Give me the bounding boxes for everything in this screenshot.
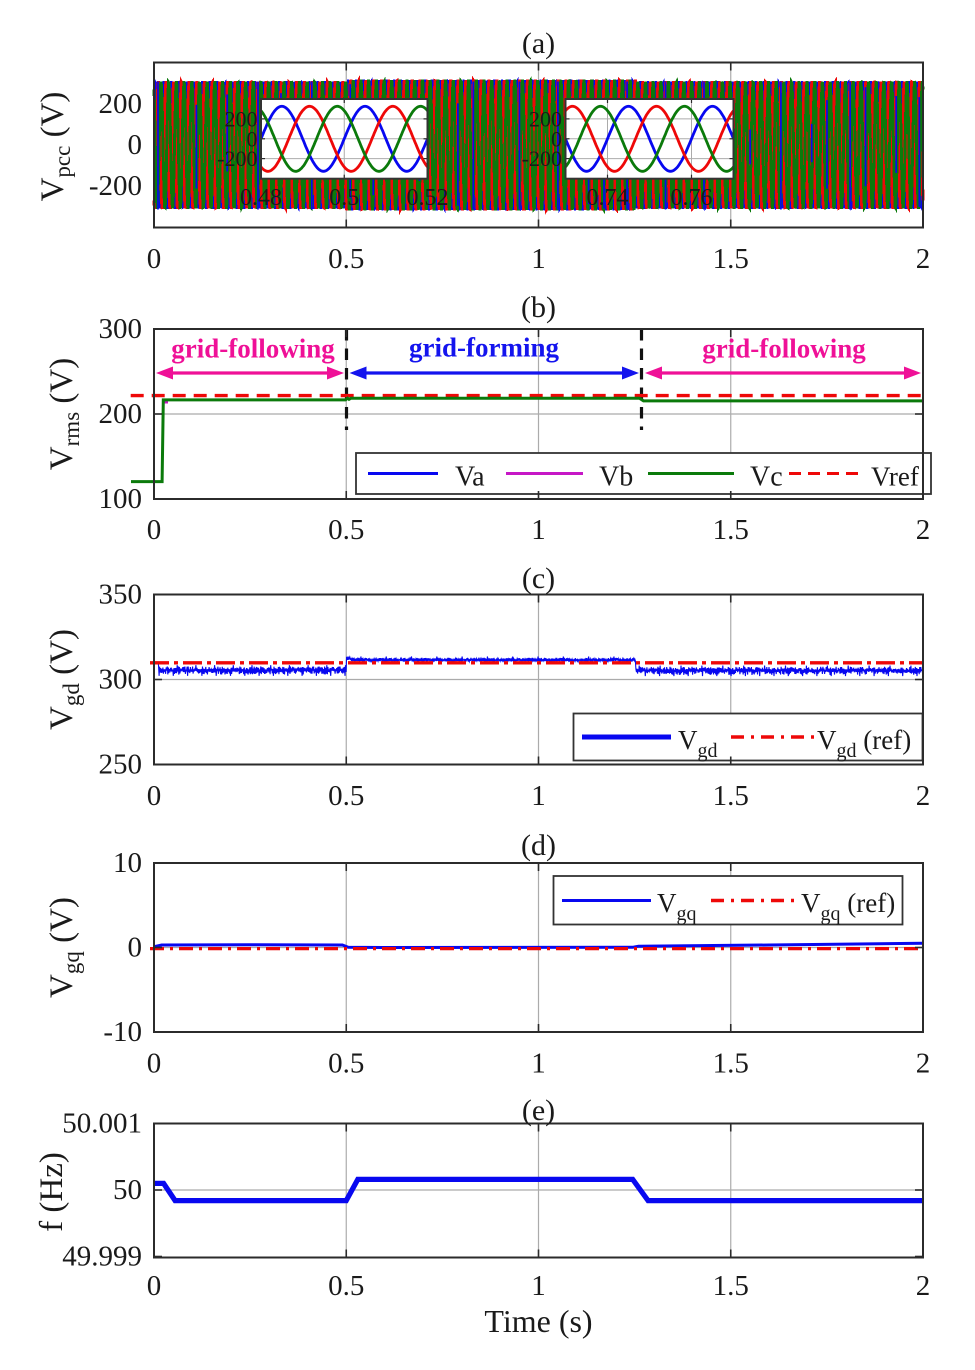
svg-text:-10: -10	[103, 1016, 142, 1048]
svg-text:(e): (e)	[522, 1094, 555, 1127]
svg-text:grid-forming: grid-forming	[409, 333, 559, 363]
svg-text:1.5: 1.5	[713, 1270, 749, 1302]
svg-text:100: 100	[99, 483, 143, 515]
svg-text:1: 1	[531, 780, 546, 812]
svg-text:(a): (a)	[522, 27, 555, 60]
svg-text:1.5: 1.5	[713, 243, 749, 275]
svg-text:350: 350	[99, 579, 143, 611]
svg-text:0.76: 0.76	[671, 185, 713, 211]
svg-text:Vc: Vc	[750, 462, 783, 493]
svg-text:2: 2	[916, 243, 931, 275]
svg-text:50: 50	[113, 1174, 142, 1206]
svg-text:Vpcc (V): Vpcc (V)	[35, 92, 75, 202]
svg-text:250: 250	[99, 749, 143, 781]
svg-text:200: 200	[99, 88, 143, 120]
svg-text:200: 200	[529, 106, 562, 131]
svg-text:1: 1	[531, 243, 546, 275]
svg-text:0: 0	[247, 126, 258, 151]
svg-text:-200: -200	[89, 170, 142, 202]
svg-text:Va: Va	[455, 462, 485, 493]
svg-text:1.5: 1.5	[713, 780, 749, 812]
svg-text:f (Hz): f (Hz)	[34, 1152, 70, 1232]
svg-text:1.5: 1.5	[713, 1048, 749, 1080]
svg-text:0: 0	[147, 514, 162, 546]
svg-text:0: 0	[147, 243, 162, 275]
svg-text:200: 200	[225, 106, 258, 131]
svg-text:0: 0	[128, 129, 143, 161]
svg-text:-200: -200	[217, 146, 257, 171]
svg-text:300: 300	[99, 313, 143, 345]
svg-text:300: 300	[99, 664, 143, 696]
svg-text:1: 1	[531, 514, 546, 546]
svg-text:0.5: 0.5	[328, 514, 364, 546]
svg-text:0.5: 0.5	[328, 243, 364, 275]
svg-text:10: 10	[113, 847, 142, 879]
svg-text:1.5: 1.5	[713, 514, 749, 546]
svg-text:(c): (c)	[522, 562, 555, 595]
svg-text:50.001: 50.001	[62, 1108, 142, 1140]
svg-text:0: 0	[551, 126, 562, 151]
svg-text:2: 2	[916, 514, 931, 546]
svg-text:Vgd (V): Vgd (V)	[44, 629, 84, 730]
svg-text:0.52: 0.52	[407, 185, 449, 211]
svg-text:1: 1	[531, 1048, 546, 1080]
svg-text:2: 2	[916, 1048, 931, 1080]
svg-text:Time (s): Time (s)	[484, 1303, 592, 1339]
svg-text:Vb: Vb	[599, 462, 633, 493]
svg-text:1: 1	[531, 1270, 546, 1302]
svg-text:0.74: 0.74	[587, 185, 629, 211]
svg-text:0.5: 0.5	[328, 1048, 364, 1080]
svg-text:0.48: 0.48	[240, 185, 282, 211]
svg-text:0: 0	[147, 1048, 162, 1080]
svg-text:200: 200	[99, 398, 143, 430]
svg-text:Vref: Vref	[871, 462, 919, 492]
svg-text:0.5: 0.5	[329, 185, 359, 211]
svg-text:0: 0	[147, 780, 162, 812]
svg-text:2: 2	[916, 1270, 931, 1302]
svg-text:0: 0	[128, 932, 143, 964]
svg-text:49.999: 49.999	[62, 1241, 142, 1273]
svg-text:-200: -200	[522, 146, 562, 171]
svg-text:0.5: 0.5	[328, 1270, 364, 1302]
svg-text:grid-following: grid-following	[171, 334, 335, 364]
svg-text:0: 0	[147, 1270, 162, 1302]
svg-text:0.5: 0.5	[328, 780, 364, 812]
svg-text:(b): (b)	[521, 291, 556, 324]
svg-text:2: 2	[916, 780, 931, 812]
svg-text:grid-following: grid-following	[702, 334, 866, 364]
svg-text:(d): (d)	[521, 829, 556, 862]
svg-text:Vgq (V): Vgq (V)	[44, 897, 84, 998]
